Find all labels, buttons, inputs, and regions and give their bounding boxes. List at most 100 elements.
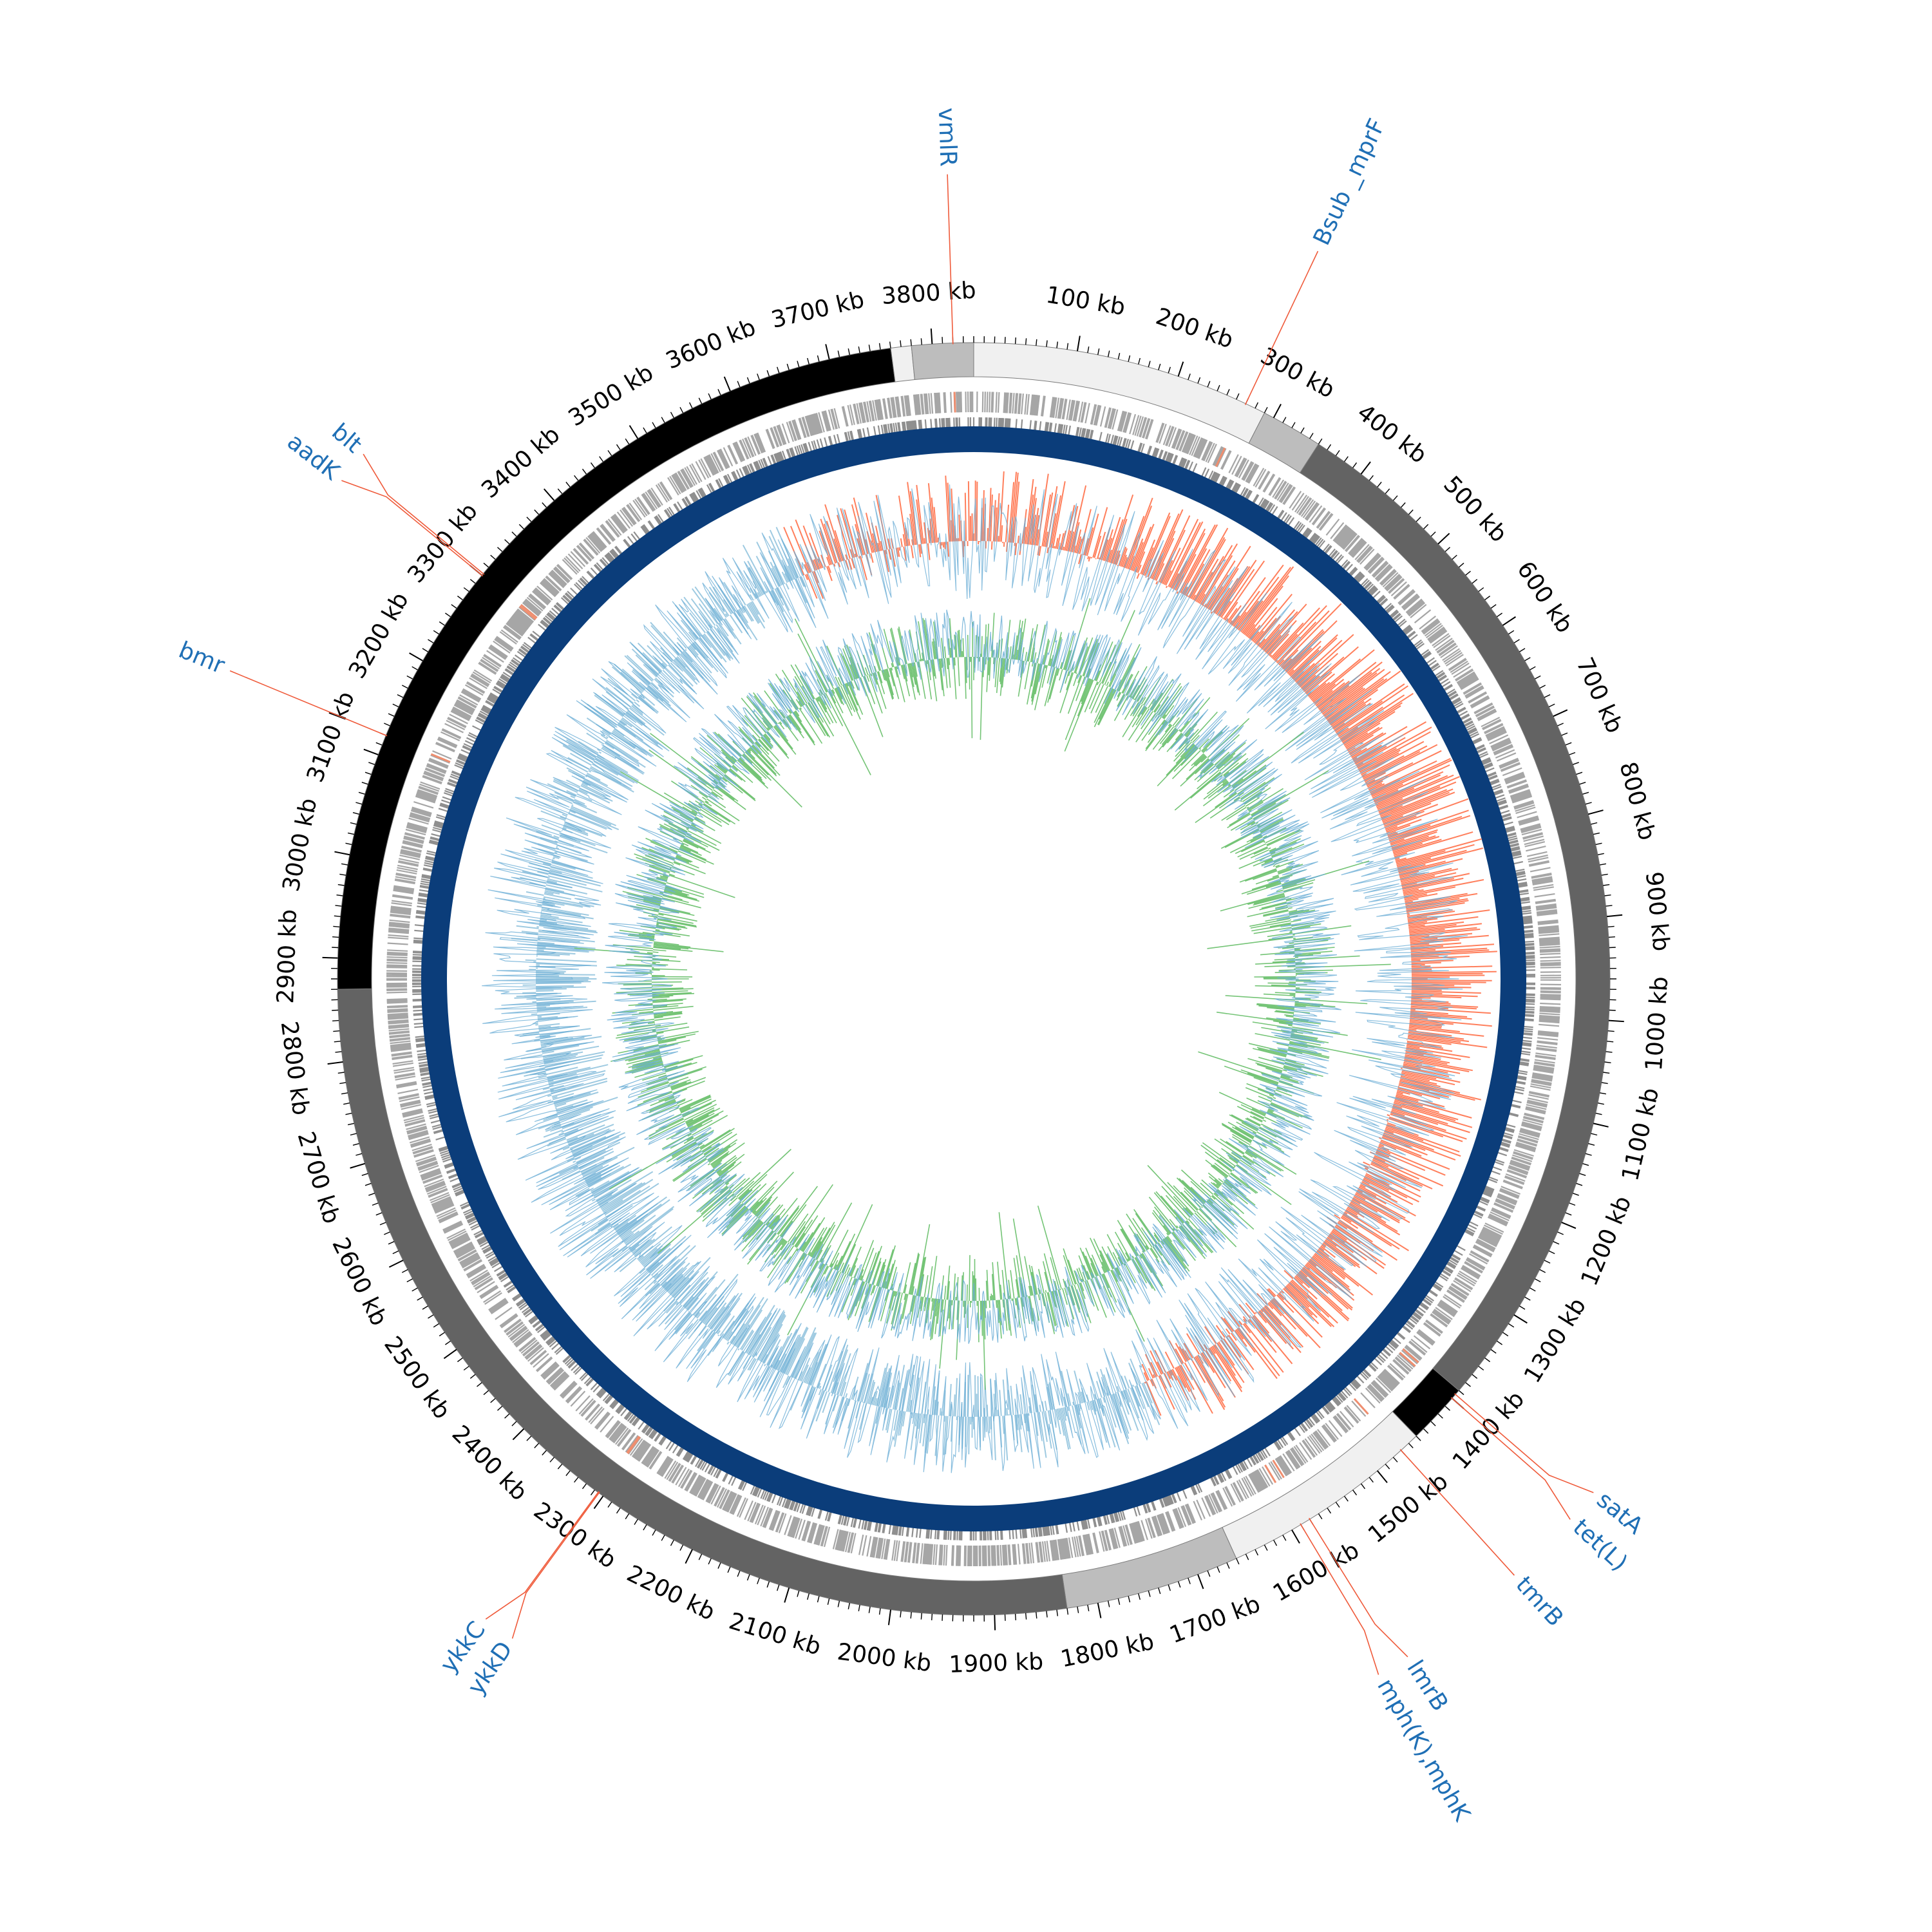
gene-leader-1 (947, 174, 954, 345)
major-tick (1360, 461, 1371, 475)
gene-highlight-12 (520, 603, 538, 619)
gc-skew-line (602, 609, 1341, 1344)
major-tick (1553, 709, 1568, 717)
contig-segment-9 (890, 345, 915, 383)
tick-label-1500kb: 1500 kb (1363, 1468, 1453, 1549)
major-tick (1273, 404, 1282, 419)
contig-segment-10 (911, 342, 974, 381)
major-tick (334, 851, 350, 856)
gene-label-5: tmrB (1510, 1571, 1568, 1631)
tick-label-700kb: 700 kb (1571, 654, 1627, 737)
gene-leader-5 (1399, 1449, 1515, 1576)
major-tick (593, 1495, 604, 1510)
tick-label-2800kb: 2800 kb (276, 1019, 314, 1117)
gene-highlight-9 (626, 1435, 640, 1454)
gene-ticks-forward (386, 391, 1562, 1567)
major-tick (685, 1549, 693, 1564)
gene-label-10: bmr (175, 637, 229, 679)
gene-highlight-5 (1353, 1398, 1369, 1415)
gene-highlight-11 (519, 605, 536, 620)
major-tick (1197, 1574, 1204, 1589)
major-tick (1377, 1470, 1388, 1483)
gene-leader-8 (511, 1492, 600, 1639)
tick-label-2000kb: 2000 kb (836, 1638, 933, 1677)
tick-label-1600kb: 1600 kb (1269, 1537, 1364, 1607)
tick-label-2300kb: 2300 kb (529, 1497, 621, 1574)
major-tick (1097, 1602, 1102, 1618)
major-tick (409, 652, 423, 661)
tick-label-1100kb: 1100 kb (1617, 1085, 1664, 1183)
tick-label-1200kb: 1200 kb (1576, 1192, 1636, 1289)
tick-label-600kb: 600 kb (1511, 557, 1578, 638)
gene-leader-4 (1450, 1397, 1571, 1520)
major-tick (784, 1587, 790, 1603)
gene-leader-9 (485, 1491, 600, 1620)
major-tick (1513, 1314, 1528, 1324)
major-tick (1291, 1530, 1300, 1544)
major-tick (887, 1609, 892, 1625)
major-tick (1588, 810, 1604, 815)
tick-label-3600kb: 3600 kb (662, 314, 759, 375)
major-tick (388, 1260, 404, 1268)
major-tick (629, 425, 639, 439)
tick-label-2700kb: 2700 kb (292, 1129, 345, 1227)
tick-label-200kb: 200 kb (1153, 303, 1236, 354)
gene-leader-7 (1300, 1523, 1379, 1675)
major-tick (1593, 1122, 1609, 1128)
gene-highlight-10 (430, 753, 451, 763)
gene-leader-12 (363, 453, 485, 575)
tick-label-3800kb: 3800 kb (881, 278, 977, 310)
tick-label-100kb: 100 kb (1044, 281, 1127, 321)
blast-identity-ring (421, 426, 1526, 1531)
gene-label-1: vmlR (933, 108, 961, 167)
major-tick (1502, 616, 1517, 626)
gene-feature-ring (386, 391, 1562, 1567)
gc-content-track (482, 471, 1497, 1473)
tick-label-2900kb: 2900 kb (272, 909, 302, 1004)
gene-highlight-6 (1272, 1459, 1285, 1479)
gene-leader-11 (341, 480, 484, 577)
major-tick (1608, 1019, 1624, 1023)
tick-label-3500kb: 3500 kb (564, 359, 658, 431)
tick-label-3700kb: 3700 kb (769, 287, 867, 334)
gc-skew-track (574, 598, 1391, 1390)
major-tick (723, 376, 731, 392)
gene-label-12: blt (327, 419, 366, 459)
tick-label-2500kb: 2500 kb (379, 1332, 455, 1424)
blast-identity-band (421, 426, 1526, 1531)
tick-label-500kb: 500 kb (1438, 471, 1512, 547)
major-tick (1437, 533, 1450, 545)
major-tick (363, 748, 379, 755)
major-tick (1607, 914, 1623, 918)
major-tick (327, 1061, 343, 1065)
gene-label-2: Bsub _mprF (1309, 115, 1391, 249)
tick-label-3000kb: 3000 kb (278, 796, 323, 894)
major-tick (512, 1428, 525, 1441)
major-tick (994, 1615, 996, 1631)
major-tick (443, 1349, 457, 1359)
tick-label-2100kb: 2100 kb (726, 1608, 824, 1661)
major-tick (543, 488, 555, 501)
gc-content-line (482, 484, 1468, 1473)
tick-label-3400kb: 3400 kb (477, 421, 565, 504)
gene-ticks-reverse (412, 417, 1536, 1541)
gene-highlight-3 (1402, 1348, 1419, 1363)
tick-label-800kb: 800 kb (1614, 759, 1660, 843)
tick-label-2600kb: 2600 kb (327, 1233, 392, 1330)
major-tick (930, 328, 933, 345)
tick-label-1800kb: 1800 kb (1059, 1629, 1157, 1673)
gene-leader-3 (1454, 1393, 1594, 1493)
major-tick (1177, 361, 1184, 377)
gene-highlight-2 (1215, 447, 1226, 468)
contig-ring (337, 342, 1611, 1616)
gene-highlight-4 (1399, 1352, 1416, 1367)
major-tick (825, 344, 830, 360)
gene-leader-2 (1244, 251, 1319, 406)
gene-leader-10 (229, 670, 388, 737)
tick-label-3200kb: 3200 kb (344, 588, 414, 683)
major-tick (1561, 1222, 1577, 1229)
gene-highlight-7 (1264, 1464, 1277, 1484)
gene-leader-6 (1308, 1517, 1408, 1658)
